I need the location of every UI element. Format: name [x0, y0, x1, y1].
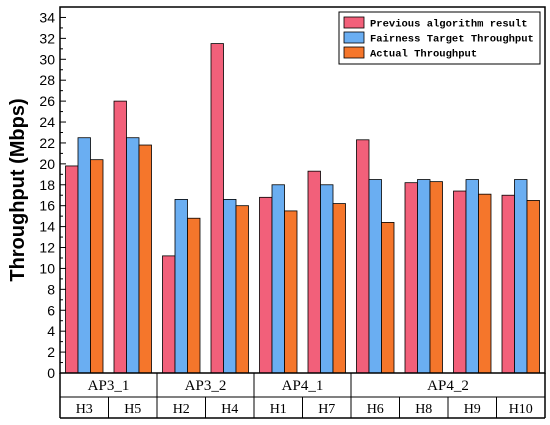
bar-h3-series-3	[90, 159, 104, 374]
y-tick-label: 14	[39, 219, 55, 235]
bar-h7-series-3	[332, 203, 346, 374]
y-tick-label: 2	[47, 344, 55, 360]
legend-box	[338, 11, 541, 65]
bar-h2-series-1	[162, 255, 176, 374]
bar-h9-series-3	[478, 193, 492, 374]
bar-h2-series-2	[174, 199, 188, 374]
category-label-h2: H2	[173, 402, 190, 417]
bar-h8-series-3	[429, 181, 443, 374]
bar-h8-series-2	[417, 179, 431, 374]
bar-h7-series-1	[307, 170, 321, 374]
bar-h5-series-1	[113, 100, 127, 374]
bar-h3-series-1	[65, 165, 79, 374]
bar-h5-series-3	[138, 144, 152, 374]
bar-h6-series-3	[381, 222, 395, 374]
legend-label-1: Previous algorithm result	[370, 19, 528, 31]
y-tick-label: 20	[39, 156, 55, 172]
bar-h6-series-2	[368, 179, 382, 374]
bar-h10-series-1	[501, 194, 515, 374]
y-tick-label: 4	[47, 323, 55, 339]
y-tick-label: 32	[39, 30, 55, 46]
bar-h1-series-1	[259, 196, 273, 374]
bar-h8-series-1	[404, 182, 418, 374]
category-label-h3: H3	[76, 402, 93, 417]
category-label-h5: H5	[124, 402, 141, 417]
y-tick-label: 34	[39, 9, 55, 25]
bar-h1-series-2	[271, 184, 285, 374]
legend-label-3: Actual Throughput	[370, 49, 477, 61]
y-tick-label: 12	[39, 240, 55, 256]
legend: Previous algorithm result Fairness Target…	[338, 11, 541, 65]
plot-frame	[59, 6, 546, 374]
y-tick-label: 16	[39, 198, 55, 214]
bar-h9-series-2	[465, 179, 479, 374]
legend-swatch-2	[343, 31, 365, 44]
category-label-h6: H6	[367, 402, 384, 417]
bar-h5-series-2	[126, 137, 140, 374]
category-table: H3 H5 H2 H4 H1 H7 H6 H8 H9 H10 AP3_1 AP3_2 AP4_1 AP4_…	[59, 373, 546, 419]
bar-h10-series-3	[526, 200, 540, 374]
category-label-h9: H9	[464, 402, 481, 417]
bar-h2-series-3	[187, 217, 201, 374]
group-label-ap4_2: AP4_2	[427, 378, 469, 394]
bar-h10-series-2	[514, 179, 528, 374]
legend-label-2: Fairness Target Throughput	[370, 34, 534, 46]
bar-h7-series-2	[320, 184, 334, 374]
y-axis-label: Throughput (Mbps)	[7, 98, 29, 281]
bar-h3-series-2	[77, 137, 91, 374]
y-tick-label: 8	[47, 281, 55, 297]
y-tick-label: 30	[39, 51, 55, 67]
group-label-ap3_1: AP3_1	[88, 378, 130, 394]
group-label-ap4_1: AP4_1	[282, 378, 324, 394]
group-label-ap3_2: AP3_2	[185, 378, 227, 394]
y-tick-label: 6	[47, 302, 55, 318]
bar-h9-series-1	[453, 190, 467, 374]
y-tick-label: 26	[39, 93, 55, 109]
bars-layer	[65, 43, 540, 374]
category-label-h4: H4	[221, 402, 238, 417]
bar-h6-series-1	[356, 139, 370, 374]
legend-swatch-1	[343, 16, 365, 29]
category-label-h8: H8	[415, 402, 432, 417]
category-label-h10: H10	[509, 402, 533, 417]
category-label-h7: H7	[318, 402, 335, 417]
y-tick-label: 10	[39, 260, 55, 276]
y-tick-label: 24	[39, 114, 55, 130]
y-tick-label: 22	[39, 135, 55, 151]
bar-h4-series-2	[223, 199, 237, 374]
legend-swatch-3	[343, 46, 365, 59]
category-label-h1: H1	[270, 402, 287, 417]
y-tick-label: 18	[39, 177, 55, 193]
y-tick-label: 28	[39, 72, 55, 88]
bar-h4-series-1	[210, 43, 224, 374]
y-tick-label: 0	[47, 365, 55, 381]
bar-h4-series-3	[235, 205, 249, 374]
bar-h1-series-3	[284, 210, 298, 374]
